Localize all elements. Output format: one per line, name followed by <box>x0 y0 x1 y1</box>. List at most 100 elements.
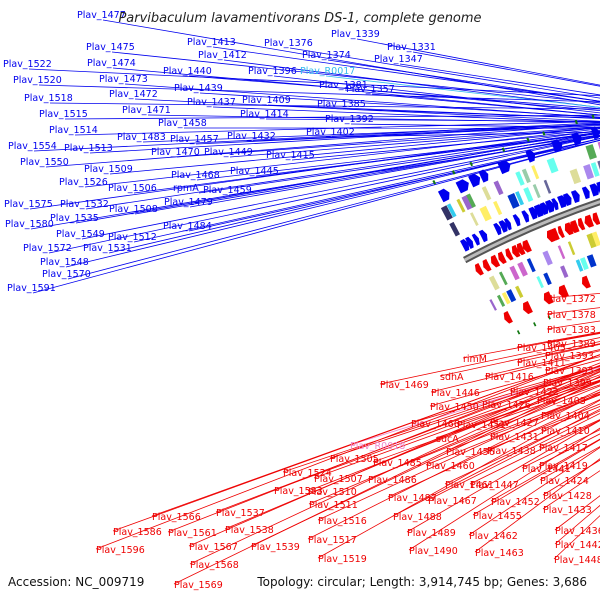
feature-tracks <box>432 114 600 335</box>
cog-feature-block <box>586 254 597 268</box>
cog-feature-block <box>560 265 569 278</box>
gene-label: Plav_1508 <box>109 204 158 215</box>
cog-feature-block <box>498 271 508 286</box>
reverse-gene-arrow <box>482 259 492 272</box>
label-connector <box>387 399 600 498</box>
gene-label: Plav_1517 <box>308 535 357 546</box>
cog-feature-block <box>557 245 566 260</box>
gene-label: Plav_1410 <box>541 426 590 437</box>
reverse-gene-arrow <box>551 227 560 241</box>
gene-label: Plav_1446 <box>431 388 480 399</box>
label-connector <box>430 350 600 393</box>
label-connector <box>367 385 600 480</box>
gene-label: Plav_1463 <box>475 548 524 559</box>
label-connector <box>327 59 600 102</box>
cog-feature-block <box>536 275 544 289</box>
gene-label: Plav_1550 <box>20 157 69 168</box>
gene-label: Plav_1519 <box>318 554 367 565</box>
gene-label: Plav_1531 <box>83 243 132 254</box>
gene-label: Plav_1436 <box>555 526 600 537</box>
gene-label: Plav_1524 <box>283 468 332 479</box>
cog-feature-block <box>489 299 497 311</box>
cog-feature-block <box>546 157 559 174</box>
gene-label: Plav_1522 <box>3 59 52 70</box>
cog-feature-block <box>515 285 524 298</box>
gene-label: Plav_1575 <box>4 199 53 210</box>
label-connector <box>469 419 600 485</box>
label-connector <box>112 67 600 112</box>
gene-label: Plav_1385 <box>317 99 366 110</box>
label-connector <box>468 447 600 536</box>
label-connector <box>349 366 600 446</box>
label-connector <box>111 51 600 104</box>
forward-gene-arrow <box>497 160 511 175</box>
label-connector <box>32 139 600 294</box>
label-connector <box>344 89 600 116</box>
label-connector <box>65 138 600 268</box>
cog-feature-block <box>579 257 589 271</box>
label-connector <box>212 46 600 102</box>
gene-label: Plav_1488 <box>393 512 442 523</box>
gene-label: Plav_1378 <box>547 310 596 321</box>
gene-label: Plav_1509 <box>84 164 133 175</box>
label-connector <box>521 429 600 469</box>
reverse-gene-arrow <box>522 239 532 253</box>
gene-label: rimM <box>463 354 487 365</box>
reverse-gene-arrow <box>564 222 574 236</box>
gene-label: Plav_1483 <box>117 132 166 143</box>
cog-feature-block <box>532 184 541 199</box>
marker-dash <box>533 322 537 327</box>
gene-label: Plav_1413 <box>187 37 236 48</box>
cog-feature-block <box>479 205 492 222</box>
gene-label: Plav_1441 <box>522 464 571 475</box>
cog-feature-block <box>488 275 500 291</box>
reverse-gene-arrow <box>558 284 569 298</box>
gene-label: Plav_1567 <box>189 542 238 553</box>
forward-gene-arrow <box>465 236 474 250</box>
gene-label: Plav_1447 <box>470 480 519 491</box>
label-connector <box>188 75 600 110</box>
gene-label: Plav_1518 <box>24 93 73 104</box>
label-connector <box>265 118 600 122</box>
gene-label: Plav_1512 <box>108 232 157 243</box>
marker-dash <box>501 147 506 152</box>
gene-label: Plav_1473 <box>99 74 148 85</box>
label-connector <box>81 135 600 240</box>
gene-label: Plav_1457 <box>170 134 219 145</box>
gene-label: Plav_1470 <box>151 147 200 158</box>
label-connector <box>173 375 600 585</box>
reverse-gene-arrow <box>511 244 521 258</box>
label-connector <box>399 63 600 96</box>
reverse-gene-arrow <box>577 217 586 231</box>
reverse-gene-arrow <box>516 242 526 256</box>
label-connector <box>199 92 600 118</box>
gene-label: Plav_1404 <box>541 411 590 422</box>
gene-label: Plav_1469 <box>380 380 429 391</box>
gene-label: Plav_1405 <box>517 343 566 354</box>
label-connector <box>212 106 600 123</box>
label-connector <box>445 391 600 452</box>
gene-label: Plav_1466 <box>411 419 460 430</box>
gene-label: Plav_1514 <box>49 125 98 136</box>
label-connector <box>85 131 600 210</box>
label-connector <box>30 132 600 230</box>
forward-gene-arrow <box>539 202 549 216</box>
gene-label: Plav_1489 <box>407 528 456 539</box>
label-connector <box>427 412 600 501</box>
gene-label: Plav_1532 <box>60 199 109 210</box>
label-connector <box>317 399 600 559</box>
gene-label: Plav_1448 <box>554 555 600 566</box>
cog-feature-block <box>493 200 503 216</box>
gene-label: Plav_1431 <box>490 432 539 443</box>
gene-label: Plav_1477 <box>77 10 126 21</box>
forward-gene-arrow <box>571 132 582 146</box>
gene-label: Plav_1569 <box>174 580 223 591</box>
cog-feature-block <box>591 231 600 247</box>
marker-dash <box>542 131 546 136</box>
cog-feature-block <box>466 193 476 208</box>
label-connector <box>133 131 600 194</box>
cog-feature-block <box>509 265 520 281</box>
gene-label: Plav_1402 <box>306 127 355 138</box>
label-connector <box>356 38 600 86</box>
